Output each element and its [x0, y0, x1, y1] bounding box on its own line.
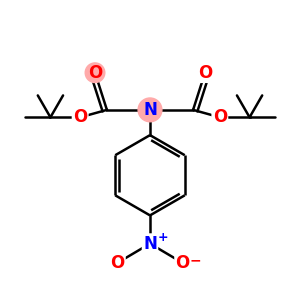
Text: −: −	[189, 253, 201, 267]
Circle shape	[138, 98, 162, 122]
Text: O: O	[73, 108, 87, 126]
Text: +: +	[157, 231, 168, 244]
Text: O: O	[198, 64, 212, 82]
Text: N: N	[143, 235, 157, 253]
Circle shape	[85, 63, 105, 83]
Text: O: O	[213, 108, 227, 126]
Text: N: N	[143, 101, 157, 119]
Text: O: O	[110, 254, 124, 272]
Text: O: O	[88, 64, 102, 82]
Text: O: O	[176, 254, 190, 272]
